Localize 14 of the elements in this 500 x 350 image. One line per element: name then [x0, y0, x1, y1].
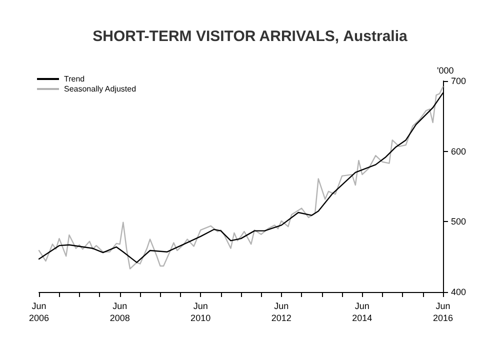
x-tick-label: Jun 2014 [352, 301, 372, 323]
x-tick-label: Jun 2008 [110, 301, 130, 323]
legend-label: Seasonally Adjusted [64, 84, 136, 94]
y-tick-label: 400 [451, 287, 466, 297]
chart-title: SHORT-TERM VISITOR ARRIVALS, Australia [92, 28, 408, 45]
x-tick-label: Jun 2012 [271, 301, 292, 323]
y-tick-label: 500 [451, 216, 466, 227]
legend-label: Trend [64, 74, 85, 84]
x-tick-label: Jun 2010 [190, 301, 211, 323]
y-tick-label: 600 [451, 146, 466, 156]
x-tick-label: Jun 2006 [28, 301, 50, 323]
y-tick-label: 700 [451, 76, 466, 86]
y-axis-title: '000 [437, 66, 454, 76]
x-tick-label: Jun 2016 [432, 301, 454, 323]
